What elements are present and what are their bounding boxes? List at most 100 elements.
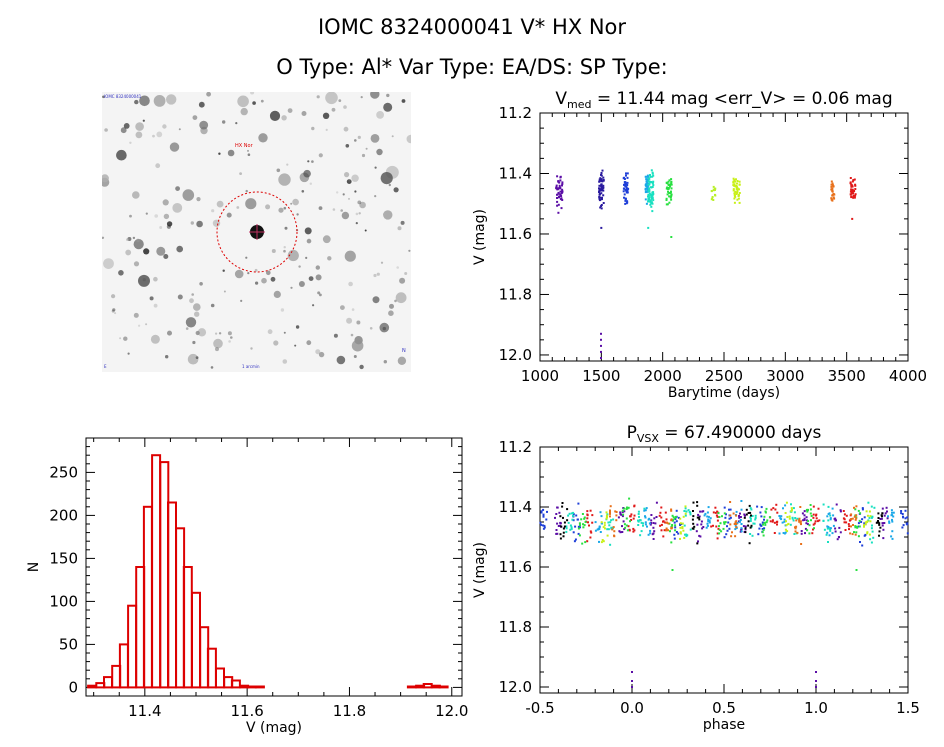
phasecurve-point bbox=[714, 511, 717, 514]
phasecurve-point bbox=[901, 526, 904, 529]
phasecurve-point bbox=[738, 520, 741, 523]
phasecurve-point bbox=[882, 537, 885, 540]
phasecurve-point bbox=[789, 510, 792, 513]
phasecurve-point bbox=[780, 515, 783, 518]
lightcurve-outlier bbox=[600, 350, 602, 353]
phasecurve-point bbox=[691, 518, 694, 521]
lightcurve-point bbox=[849, 190, 852, 193]
phasecurve-point bbox=[588, 524, 590, 527]
phasecurve-point bbox=[609, 521, 612, 524]
phasecurve-point bbox=[653, 517, 656, 520]
phasecurve-point bbox=[848, 519, 851, 522]
phasecurve-point bbox=[749, 526, 752, 529]
star bbox=[355, 222, 358, 225]
lightcurve-point bbox=[644, 187, 647, 190]
phasecurve-point bbox=[611, 526, 614, 529]
star bbox=[376, 272, 380, 276]
phasecurve-point bbox=[879, 518, 882, 520]
star bbox=[185, 317, 197, 328]
phasecurve-point bbox=[736, 522, 739, 525]
lightcurve-point bbox=[651, 171, 654, 174]
phasecurve-point bbox=[853, 515, 856, 518]
phasecurve-point bbox=[632, 530, 635, 533]
lightcurve-point bbox=[558, 196, 560, 199]
phasecurve-point bbox=[828, 534, 831, 537]
phasecurve-point bbox=[630, 519, 633, 521]
lightcurve-point bbox=[647, 200, 650, 203]
lightcurve-point bbox=[624, 199, 627, 202]
lightcurve-point bbox=[623, 183, 625, 186]
phasecurve-point bbox=[737, 520, 740, 523]
star bbox=[283, 206, 287, 210]
phasecurve-point bbox=[810, 515, 813, 517]
star bbox=[386, 93, 390, 98]
phasecurve-point bbox=[722, 527, 725, 530]
phasecurve-point bbox=[757, 533, 760, 536]
lightcurve-point bbox=[735, 178, 737, 181]
star bbox=[353, 355, 357, 358]
lightcurve-point bbox=[624, 197, 627, 200]
lightcurve-point bbox=[625, 174, 627, 177]
phasecurve-point bbox=[587, 521, 589, 524]
phasecurve-point bbox=[844, 529, 847, 531]
star bbox=[218, 332, 222, 335]
histogram-xtick-label: 11.8 bbox=[333, 702, 366, 720]
star bbox=[333, 333, 338, 338]
phasecurve-point bbox=[559, 521, 562, 524]
phasecurve-point bbox=[735, 523, 738, 525]
phasecurve-point bbox=[823, 528, 826, 531]
lightcurve-xtick-label: 3000 bbox=[766, 367, 804, 385]
star bbox=[104, 128, 108, 132]
star bbox=[211, 209, 215, 213]
phasecurve-point bbox=[782, 532, 785, 534]
lightcurve-point bbox=[647, 189, 650, 192]
phasecurve-point bbox=[577, 525, 580, 528]
lightcurve-point bbox=[645, 178, 648, 181]
phasecurve-point bbox=[790, 509, 793, 512]
phasecurve-point bbox=[783, 520, 786, 523]
lightcurve-point bbox=[738, 188, 740, 191]
phasecurve-point bbox=[859, 512, 862, 515]
lightcurve-point bbox=[832, 193, 835, 195]
phasecurve-point bbox=[788, 515, 791, 518]
phasecurve-point bbox=[848, 525, 851, 528]
star bbox=[271, 249, 276, 253]
phasecurve-point bbox=[706, 522, 709, 525]
lightcurve-point bbox=[646, 188, 649, 190]
lightcurve-xtick-label: 1000 bbox=[521, 367, 559, 385]
star bbox=[198, 101, 205, 108]
phasecurve-point bbox=[906, 522, 909, 525]
phasecurve-point bbox=[716, 510, 719, 513]
lightcurve-point bbox=[737, 194, 740, 196]
phasecurve-point bbox=[854, 525, 857, 528]
phasecurve-point bbox=[749, 511, 752, 514]
phasecurve-point bbox=[584, 541, 587, 544]
phasecurve-point bbox=[868, 533, 871, 536]
phasecurve-point bbox=[798, 519, 801, 522]
lightcurve-point bbox=[556, 200, 559, 203]
phasecurve-point bbox=[784, 504, 787, 507]
phasecurve-point bbox=[808, 524, 811, 527]
phasecurve-point bbox=[863, 534, 866, 537]
lightcurve-point bbox=[738, 201, 741, 204]
star bbox=[351, 339, 364, 352]
phasecurve-point bbox=[829, 527, 832, 530]
star bbox=[327, 256, 332, 261]
phasecurve-point bbox=[642, 522, 645, 525]
phasecurve-point bbox=[685, 510, 688, 513]
lightcurve-xtick-label: 3500 bbox=[828, 367, 866, 385]
phasecurve-point bbox=[812, 505, 815, 508]
phasecurve-point bbox=[629, 520, 631, 523]
phasecurve-point bbox=[563, 525, 566, 528]
phasecurve-point bbox=[904, 517, 907, 520]
lightcurve-point bbox=[557, 180, 560, 183]
phasecurve-point bbox=[692, 510, 694, 512]
lightcurve-outlier bbox=[600, 332, 602, 335]
star bbox=[342, 193, 345, 196]
phasecurve-point bbox=[714, 506, 717, 509]
phasecurve-point bbox=[655, 516, 658, 518]
phasecurve-point bbox=[827, 513, 830, 515]
phasecurve-ytick-label: 12.0 bbox=[499, 678, 532, 696]
phasecurve-outlier bbox=[815, 686, 817, 688]
phasecurve-ylabel: V (mag) bbox=[472, 542, 488, 598]
